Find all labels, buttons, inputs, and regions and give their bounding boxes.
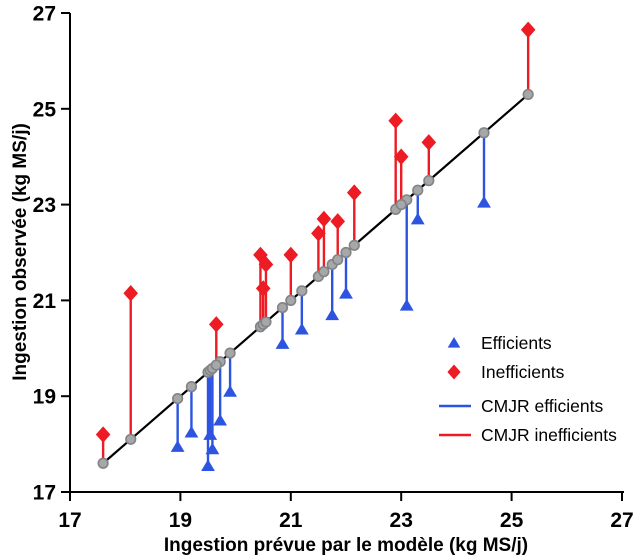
efficient-point	[477, 195, 491, 208]
residual-lines-layer	[101, 29, 530, 466]
data-markers-layer	[95, 21, 536, 472]
inefficient-point	[255, 280, 271, 297]
y-tick-label: 27	[33, 3, 56, 26]
predicted-dot	[185, 381, 198, 393]
predicted-dot	[340, 246, 352, 259]
legend: Efficients Inefficients CMJR efficients CMJ…	[439, 333, 617, 445]
legend-label: CMJR inefficients	[481, 425, 617, 445]
efficient-point	[294, 322, 309, 335]
efficient-point	[184, 425, 199, 438]
inefficient-point	[123, 285, 139, 302]
legend-diamond-icon	[447, 364, 461, 380]
legend-triangle-icon	[447, 337, 461, 348]
predicted-dot	[260, 316, 272, 328]
y-tick-label: 19	[33, 386, 56, 409]
efficient-point	[201, 459, 215, 472]
predicted-dot	[285, 294, 297, 307]
efficient-point	[410, 212, 425, 225]
efficient-point	[213, 413, 228, 426]
inefficient-point	[330, 213, 346, 230]
predicted-dot	[172, 392, 184, 405]
inefficient-point	[95, 426, 111, 443]
predicted-dot	[210, 359, 222, 371]
predicted-dot	[318, 266, 330, 278]
inefficient-point	[311, 225, 326, 242]
x-tick-label: 25	[500, 509, 524, 532]
legend-label: CMJR efficients	[481, 396, 603, 416]
predicted-dot	[296, 285, 308, 297]
inefficient-point	[283, 246, 299, 264]
predicted-dot	[522, 88, 534, 101]
y-tick-label: 23	[33, 194, 56, 217]
x-tick-label: 23	[390, 509, 413, 532]
predicted-dot	[348, 239, 360, 251]
predicted-dot	[276, 301, 289, 314]
predicted-dot	[224, 347, 236, 359]
predicted-dots-layer	[97, 88, 534, 469]
predicted-dot	[395, 199, 407, 211]
inefficient-point	[520, 21, 536, 38]
efficient-point	[203, 428, 218, 440]
x-axis-title: Ingestion prévue par le modèle (kg MS/j)	[164, 535, 528, 556]
efficient-point	[205, 442, 220, 455]
x-tick-label: 19	[169, 509, 192, 532]
inefficient-point	[388, 112, 403, 129]
legend-label: Inefficients	[481, 362, 565, 382]
inefficient-point	[346, 184, 362, 201]
efficient-point	[223, 385, 237, 397]
predicted-dot	[478, 127, 490, 139]
predicted-dot	[423, 175, 435, 187]
inefficient-point	[393, 148, 409, 165]
predicted-dot	[332, 254, 344, 266]
predicted-dot	[97, 457, 109, 469]
axes-layer: 17 19 21 23 25 27 17 19 21 23 25 27	[33, 3, 633, 533]
y-tick-label: 25	[33, 98, 57, 121]
predicted-dot	[125, 433, 137, 445]
inefficient-point	[208, 316, 224, 333]
predicted-dot	[412, 184, 424, 196]
y-tick-label: 17	[33, 482, 56, 505]
y-axis-title: Ingestion observée (kg MS/j)	[10, 123, 31, 381]
inefficient-point	[421, 134, 437, 151]
efficient-point	[275, 337, 290, 349]
x-tick-label: 21	[279, 509, 303, 532]
legend-label: Efficients	[481, 333, 552, 353]
efficient-point	[325, 308, 340, 321]
efficient-point	[339, 286, 353, 299]
efficient-point	[170, 440, 185, 452]
y-tick-label: 21	[33, 290, 57, 313]
x-tick-label: 17	[58, 509, 81, 532]
efficient-point	[399, 298, 414, 311]
x-tick-label: 27	[610, 509, 633, 532]
inefficient-point	[258, 256, 274, 273]
inefficient-point	[316, 210, 332, 228]
